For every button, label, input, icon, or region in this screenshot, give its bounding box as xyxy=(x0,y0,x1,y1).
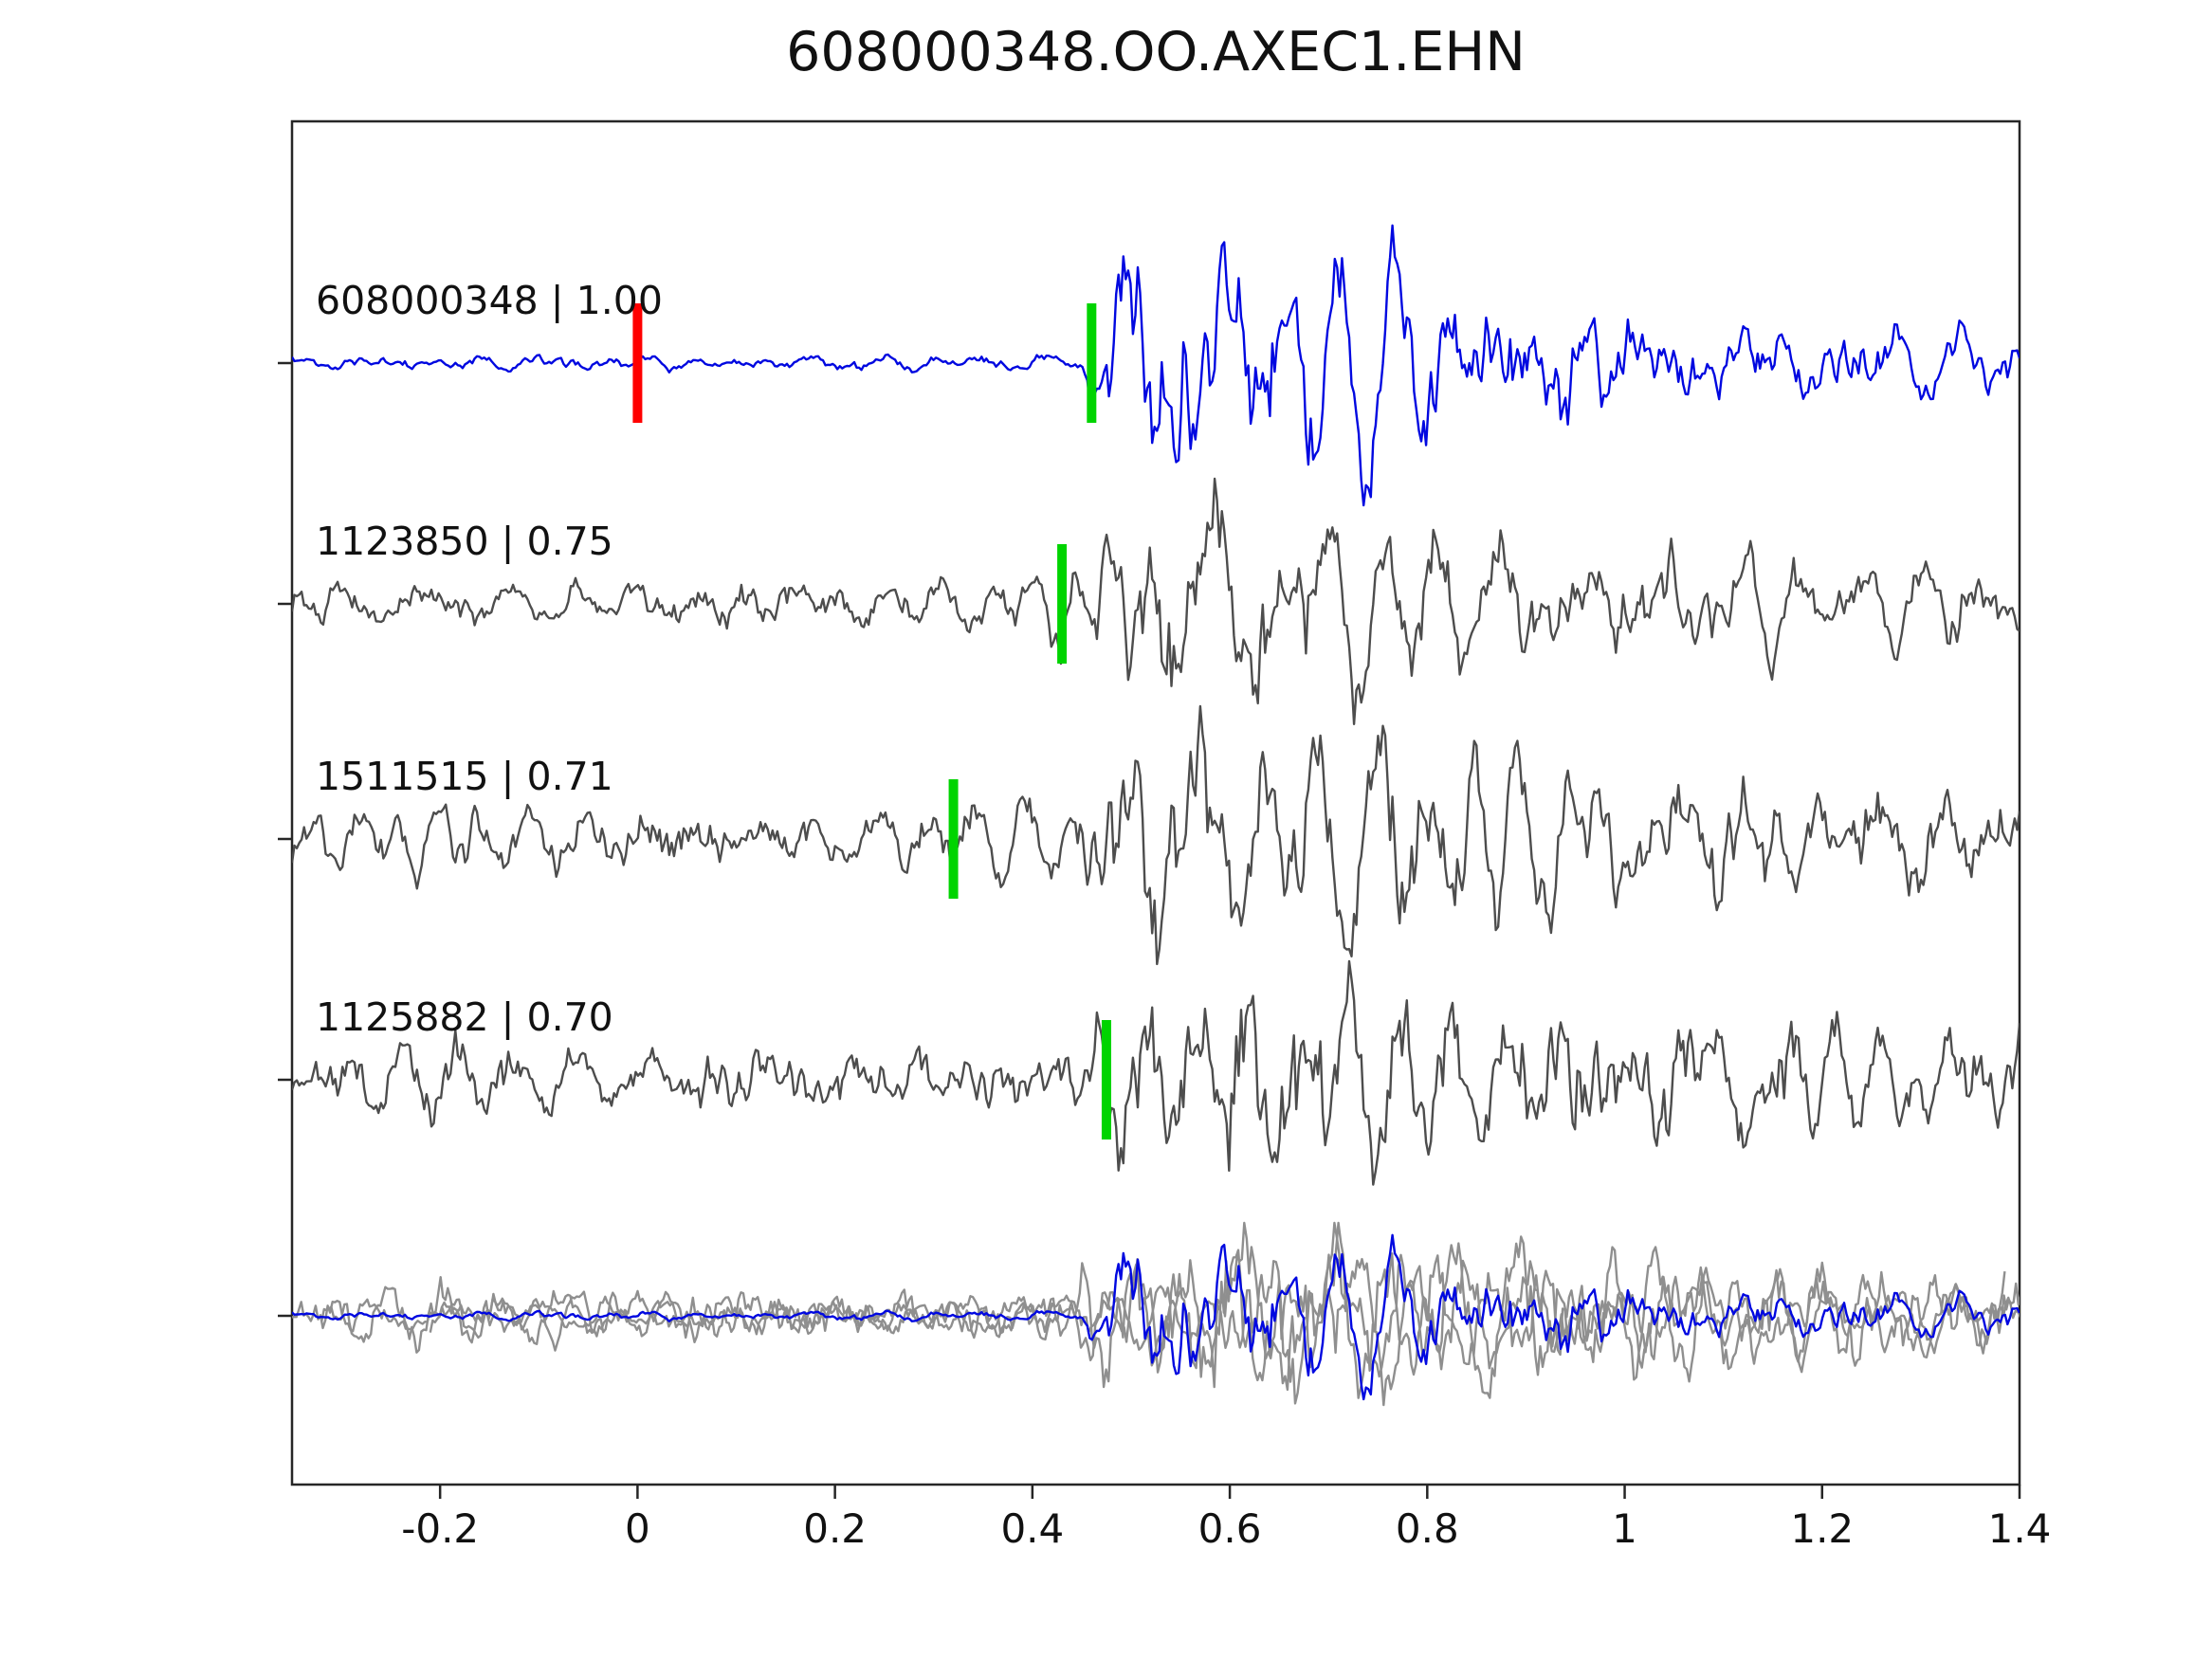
trace-1123850 xyxy=(292,477,2020,725)
overlay-trace-1511515 xyxy=(429,1221,2020,1405)
x-tick-label: -0.2 xyxy=(401,1505,479,1552)
x-tick-label: 0.4 xyxy=(1000,1505,1064,1552)
trace-1125882 xyxy=(292,959,2020,1186)
trace-label: 608000348 | 1.00 xyxy=(316,278,663,323)
traces-group xyxy=(292,224,2020,1407)
x-tick-label: 0.6 xyxy=(1198,1505,1262,1552)
x-tick-label: 1.4 xyxy=(1988,1505,2052,1552)
x-tick-label: 0.2 xyxy=(803,1505,867,1552)
trace-label: 1123850 | 0.75 xyxy=(316,519,613,564)
trace-label: 1125882 | 0.70 xyxy=(316,994,613,1040)
chart-title: 608000348.OO.AXEC1.EHN xyxy=(786,21,1526,83)
trace-608000348 xyxy=(292,224,2020,507)
overlay-trace-608000348 xyxy=(292,1233,2020,1401)
x-tick-label: 1.2 xyxy=(1790,1505,1854,1552)
trace-label: 1511515 | 0.71 xyxy=(316,754,613,799)
axes-frame xyxy=(290,119,2021,1486)
x-tick-label: 1 xyxy=(1612,1505,1637,1552)
trace-labels: 608000348 | 1.00 1123850 | 0.75 1511515 | … xyxy=(316,278,663,1040)
trace-1511515 xyxy=(292,704,2020,966)
axis-ticks: -0.2 0 0.2 0.4 0.6 0.8 1 1.2 1.4 xyxy=(278,361,2052,1552)
x-tick-label: 0 xyxy=(625,1505,650,1552)
x-tick-label: 0.8 xyxy=(1396,1505,1459,1552)
markers-group xyxy=(632,303,1111,1139)
